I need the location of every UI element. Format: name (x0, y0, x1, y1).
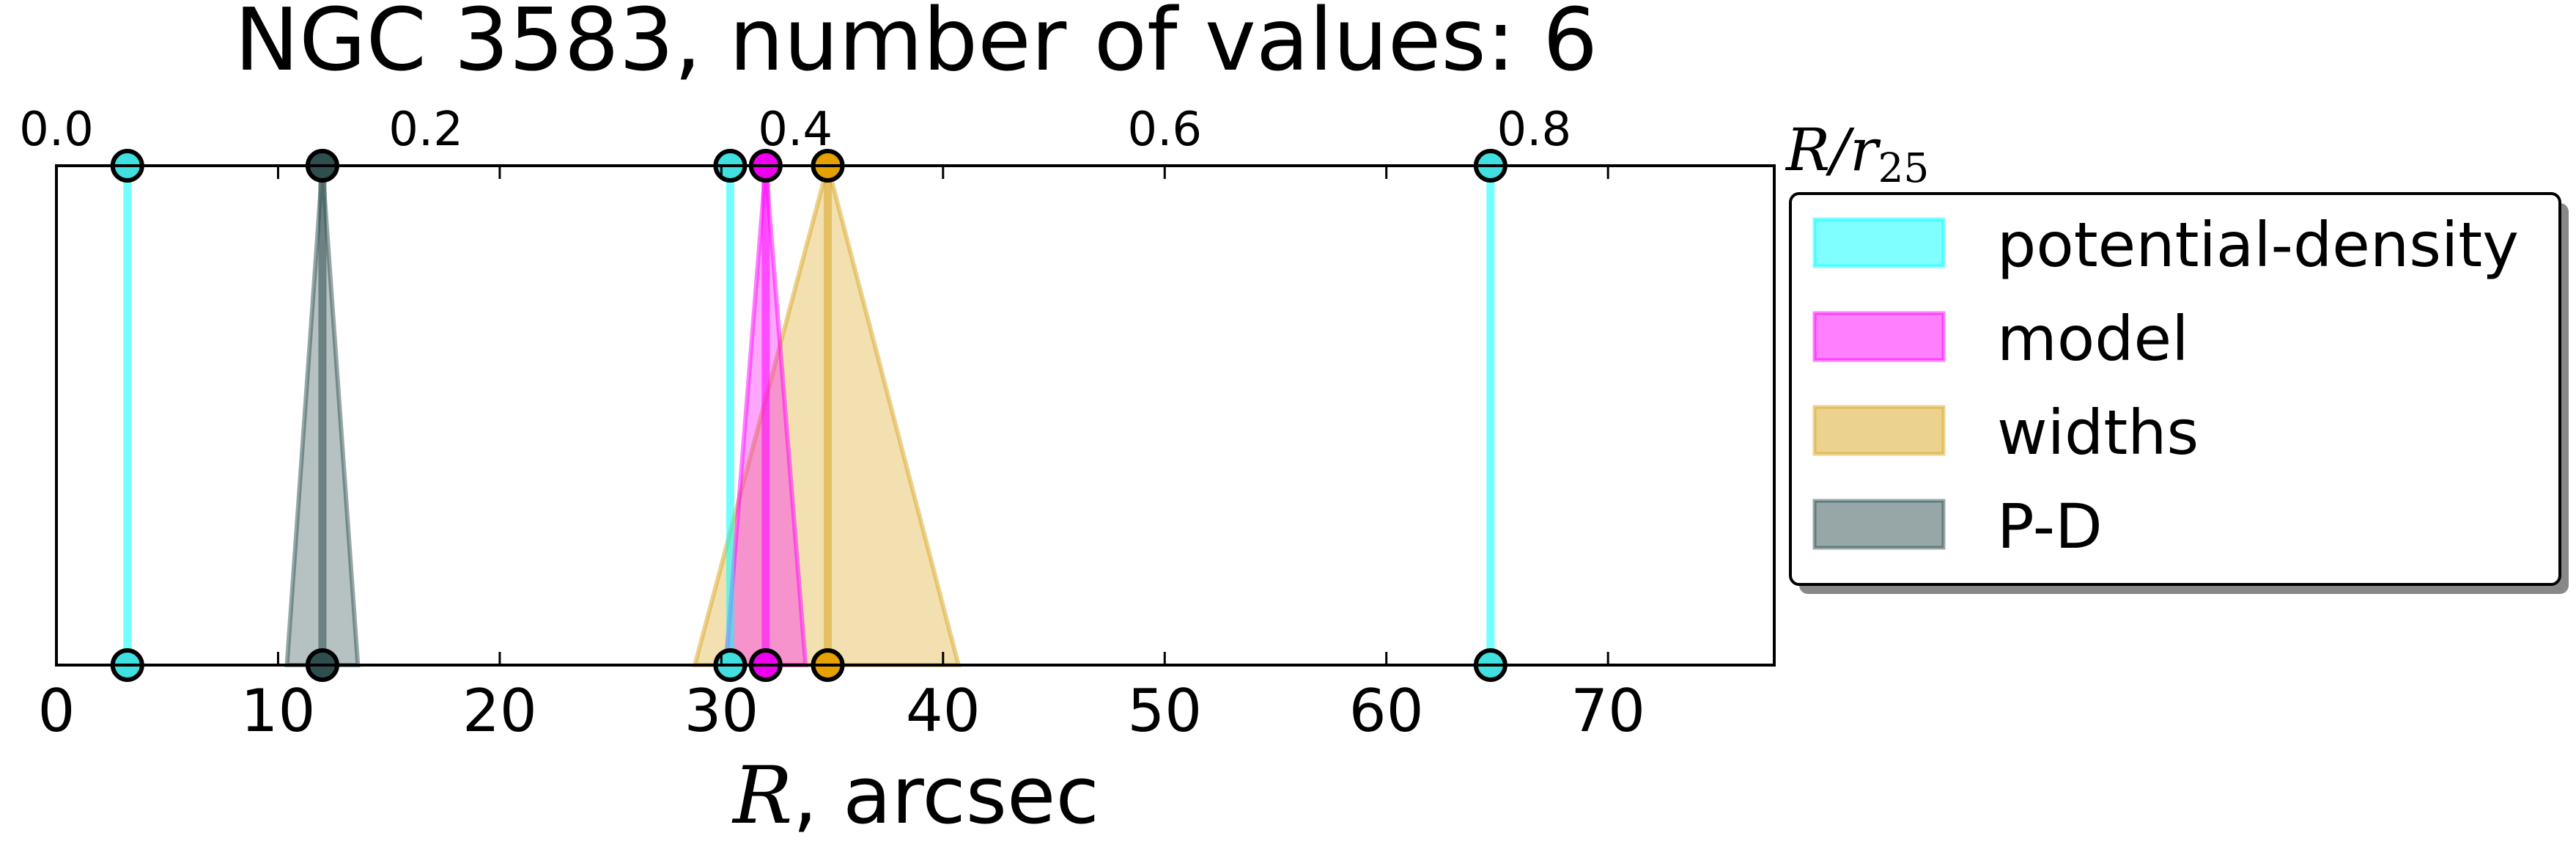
chart-title: NGC 3583, number of values: 6 (235, 0, 1598, 90)
top-tick-label: 0.0 (19, 103, 94, 157)
legend-box (1789, 192, 2561, 586)
top-axis-label-subscript: 25 (1878, 144, 1929, 191)
x-tick-label: 30 (684, 677, 759, 745)
legend-swatch-widths (1812, 405, 1946, 456)
x-tick-label: 70 (1571, 677, 1645, 745)
legend-label-p-d: P-D (1997, 491, 2103, 562)
x-tick-label: 40 (906, 677, 981, 745)
top-tick-label: 0.4 (758, 103, 833, 157)
x-tick-label: 50 (1127, 677, 1202, 745)
legend: potential-density model widths P-D (1789, 192, 2569, 594)
x-axis-label-symbol: R (731, 750, 792, 842)
x-tick-label: 10 (241, 677, 316, 745)
legend-swatch-p-d (1812, 499, 1946, 550)
top-tick-label: 0.2 (388, 103, 463, 157)
legend-label-model: model (1997, 303, 2189, 375)
bands-layer (123, 157, 1495, 667)
legend-swatch-model (1812, 311, 1946, 362)
plot-frame (55, 164, 1776, 667)
bottom-axis: 0 10 20 30 40 50 60 70 (38, 166, 1645, 745)
x-axis-label-unit: , arcsec (792, 750, 1099, 842)
x-axis-label: R, arcsec (731, 750, 1099, 842)
top-tick-label: 0.6 (1127, 103, 1202, 157)
top-axis: 0.0 0.2 0.4 0.6 0.8 (19, 103, 1571, 157)
legend-items: potential-density model widths P-D (1812, 209, 2519, 562)
legend-label-potential-density: potential-density (1997, 209, 2519, 281)
x-tick-label: 20 (462, 677, 537, 745)
legend-swatch-potential-density (1812, 217, 1946, 268)
x-tick-label: 0 (38, 677, 75, 745)
top-axis-label: R/r25 (1785, 116, 1929, 191)
top-axis-label-main: R/r (1785, 116, 1881, 184)
legend-label-widths: widths (1997, 397, 2199, 469)
x-tick-label: 60 (1349, 677, 1424, 745)
top-tick-label: 0.8 (1496, 103, 1571, 157)
